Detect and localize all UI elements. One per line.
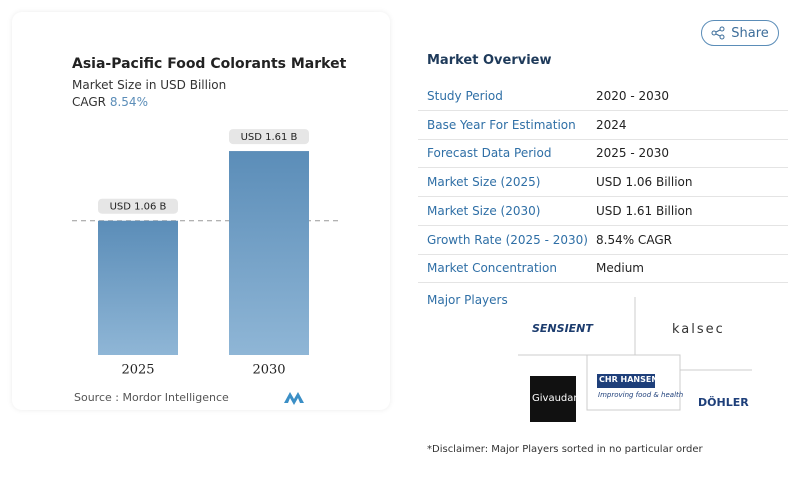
value-label: USD 1.61 B [241,132,298,143]
cagr: CAGR 8.54% [72,95,148,109]
row-label: Market Size (2030) [427,203,541,218]
overview-row: Base Year For Estimation 2024 [418,111,788,140]
x-tick-label: 2030 [252,363,285,378]
row-value: 2025 - 2030 [596,146,670,161]
bar [98,220,178,355]
row-value: USD 1.61 Billion [596,203,693,218]
logo-chr-tagline: Improving food & health [598,391,684,399]
cagr-label: CAGR [72,95,107,109]
logo-chr-hansen: CHR HANSEN [599,375,659,384]
logo-kalsec: kalsec [672,322,725,337]
share-icon [711,26,725,40]
mordor-logo [284,392,304,405]
logo-sensient: SENSIENT [532,322,593,335]
disclaimer: *Disclaimer: Major Players sorted in no … [427,444,703,455]
row-value: 2024 [596,117,627,132]
row-value: Medium [596,261,644,276]
value-label-bg [229,129,309,145]
row-label: Growth Rate (2025 - 2030) [427,232,588,247]
chart-subtitle: Market Size in USD Billion [72,78,227,92]
row-label: Study Period [427,89,503,103]
logo-givaudan: Givaudan [532,393,580,404]
row-label: Base Year For Estimation [427,117,576,132]
overview-row: Market Concentration Medium [418,254,788,284]
source: Source : Mordor Intelligence [74,391,229,404]
overview-row: Market Size (2025) USD 1.06 Billion [418,168,788,198]
overview-row: Market Size (2030) USD 1.61 Billion [418,197,788,226]
value-label-bg [98,198,178,214]
overview-row: Growth Rate (2025 - 2030) 8.54% CAGR [418,226,788,255]
share-button[interactable]: Share [701,20,779,46]
row-value: 2020 - 2030 [596,89,670,103]
overview-row: Study Period 2020 - 2030 [418,82,788,111]
cagr-value: 8.54% [109,95,148,109]
x-tick-label: 2025 [121,363,154,378]
value-label: USD 1.06 B [110,202,167,213]
share-label: Share [731,25,769,41]
players-title: Major Players [427,293,508,307]
row-label: Market Size (2025) [427,175,541,190]
chart-title: Asia-Pacific Food Colorants Market [72,56,347,72]
bar [229,151,309,355]
row-label: Forecast Data Period [427,146,552,161]
chart: Source : Mordor Intelligence USD 1.06 B 2… [72,129,338,405]
logo-dohler: DÖHLER [698,396,749,409]
overview-title: Market Overview [427,53,552,68]
row-value: USD 1.06 Billion [596,175,693,190]
overview-row: Forecast Data Period 2025 - 2030 [418,139,788,169]
row-label: Market Concentration [427,261,557,276]
chart-card [12,12,390,410]
row-value: 8.54% CAGR [596,232,672,247]
